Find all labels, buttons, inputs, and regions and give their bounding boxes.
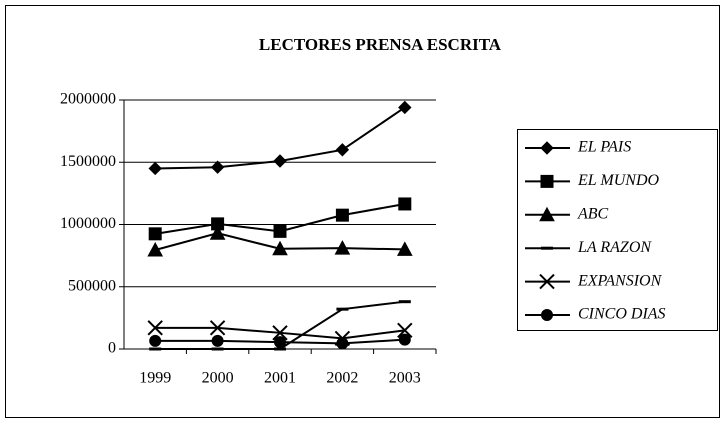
data-point bbox=[398, 333, 411, 346]
data-point bbox=[210, 160, 225, 174]
data-point bbox=[147, 320, 163, 336]
data-point bbox=[272, 240, 288, 256]
legend-marker bbox=[540, 174, 554, 188]
legend-label: ABC bbox=[577, 205, 609, 222]
legend-marker bbox=[540, 141, 554, 155]
legend-label: EL MUNDO bbox=[577, 172, 659, 189]
data-point bbox=[335, 143, 350, 157]
legend-box bbox=[517, 129, 718, 331]
y-tick-label: 0 bbox=[108, 340, 116, 357]
data-point bbox=[335, 208, 349, 222]
legend-label: EL PAIS bbox=[577, 139, 631, 156]
data-point bbox=[273, 154, 287, 168]
chart-title: LECTORES PRENSA ESCRITA bbox=[259, 35, 502, 54]
data-point bbox=[336, 337, 349, 350]
data-point bbox=[147, 241, 164, 257]
data-point bbox=[398, 100, 412, 115]
data-point bbox=[148, 227, 162, 241]
y-tick-label: 1500000 bbox=[60, 153, 116, 170]
data-point bbox=[272, 325, 288, 341]
x-tick-label: 2003 bbox=[389, 370, 421, 387]
y-tick-label: 2000000 bbox=[60, 91, 116, 108]
legend-marker bbox=[539, 206, 555, 222]
legend-label: LA RAZON bbox=[577, 239, 652, 256]
legend-marker bbox=[541, 309, 553, 321]
x-tick-label: 2000 bbox=[202, 370, 234, 387]
data-point bbox=[397, 322, 413, 339]
data-point bbox=[334, 240, 351, 255]
data-point bbox=[148, 161, 162, 176]
y-tick-label: 500000 bbox=[68, 277, 116, 294]
data-point bbox=[273, 224, 287, 238]
x-tick-label: 1999 bbox=[139, 370, 171, 387]
data-point bbox=[274, 336, 286, 349]
data-point bbox=[209, 225, 226, 240]
legend-marker bbox=[539, 273, 555, 290]
legend-label: EXPANSION bbox=[577, 272, 663, 289]
legend-label: CINCO DIAS bbox=[578, 306, 666, 323]
data-point bbox=[396, 241, 413, 256]
data-point bbox=[209, 320, 226, 336]
x-tick-label: 2001 bbox=[264, 370, 296, 387]
data-point bbox=[398, 197, 412, 211]
data-point bbox=[149, 334, 162, 347]
x-tick-label: 2002 bbox=[326, 370, 358, 387]
y-tick-label: 1000000 bbox=[60, 215, 116, 232]
data-point bbox=[211, 334, 224, 347]
